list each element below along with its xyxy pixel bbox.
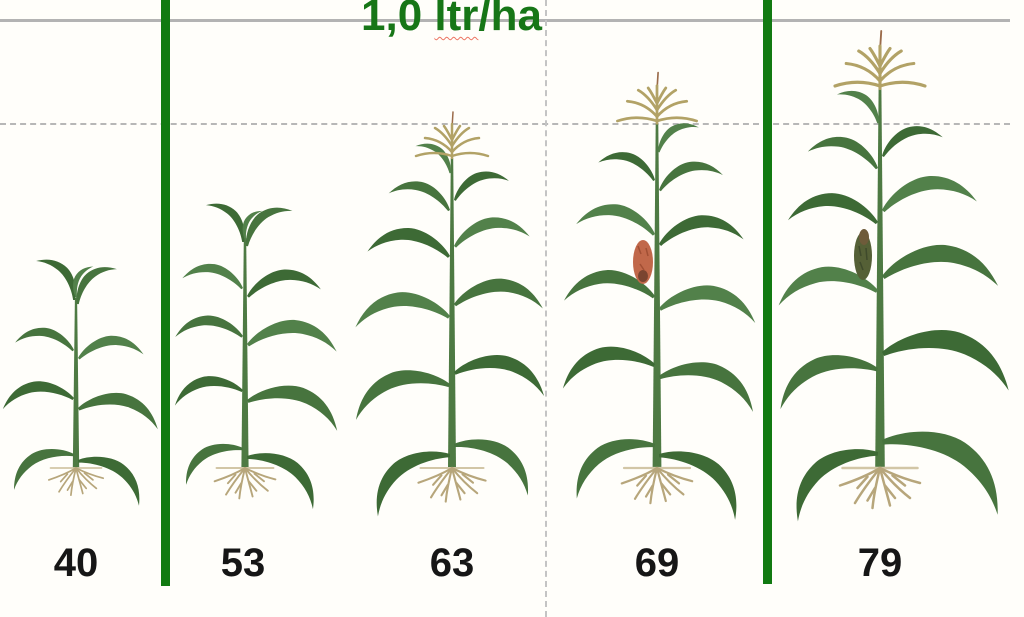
dose-rate-value: 1,0 [361, 0, 435, 40]
leaves [771, 79, 1019, 522]
stem [72, 298, 80, 468]
dose-rate-title: 1,0 ltr/ha [361, 0, 542, 41]
ear-ripening [854, 229, 872, 280]
vertical-gridline-dashed [545, 0, 547, 617]
leaves [173, 192, 343, 510]
roots [47, 467, 105, 497]
dose-rate-unit: ltr [434, 0, 479, 40]
roots [838, 466, 922, 510]
stem [241, 238, 249, 468]
stem [875, 88, 885, 468]
tassel [833, 29, 927, 91]
leaves [348, 134, 547, 517]
dose-rate-per-hectare: /ha [478, 0, 542, 40]
bbch-stage-label-3: 63 [429, 541, 475, 585]
roots [620, 466, 694, 505]
horizontal-rule-solid [0, 19, 1010, 22]
tassel [414, 110, 490, 160]
roots [213, 467, 277, 500]
horizontal-gridline-dashed [0, 123, 1010, 125]
maize-plant-stage-40 [2, 248, 161, 506]
tassel [616, 71, 698, 125]
bbch-stage-label-5: 79 [857, 541, 903, 585]
maize-plant-stage-53 [173, 192, 343, 510]
stem [448, 158, 456, 468]
bbch-stage-label-1: 40 [53, 541, 99, 585]
bbch-stage-label-4: 69 [634, 541, 680, 585]
section-divider-green-right [763, 0, 772, 584]
stem [652, 123, 662, 468]
maize-plant-stage-63 [348, 110, 547, 517]
section-divider-green-left [161, 0, 170, 586]
roots [417, 466, 487, 503]
maize-plant-stage-79 [771, 29, 1019, 522]
maize-plant-stage-69 [560, 71, 761, 520]
ear-flowering [633, 240, 653, 284]
bbch-stage-label-2: 53 [220, 541, 266, 585]
